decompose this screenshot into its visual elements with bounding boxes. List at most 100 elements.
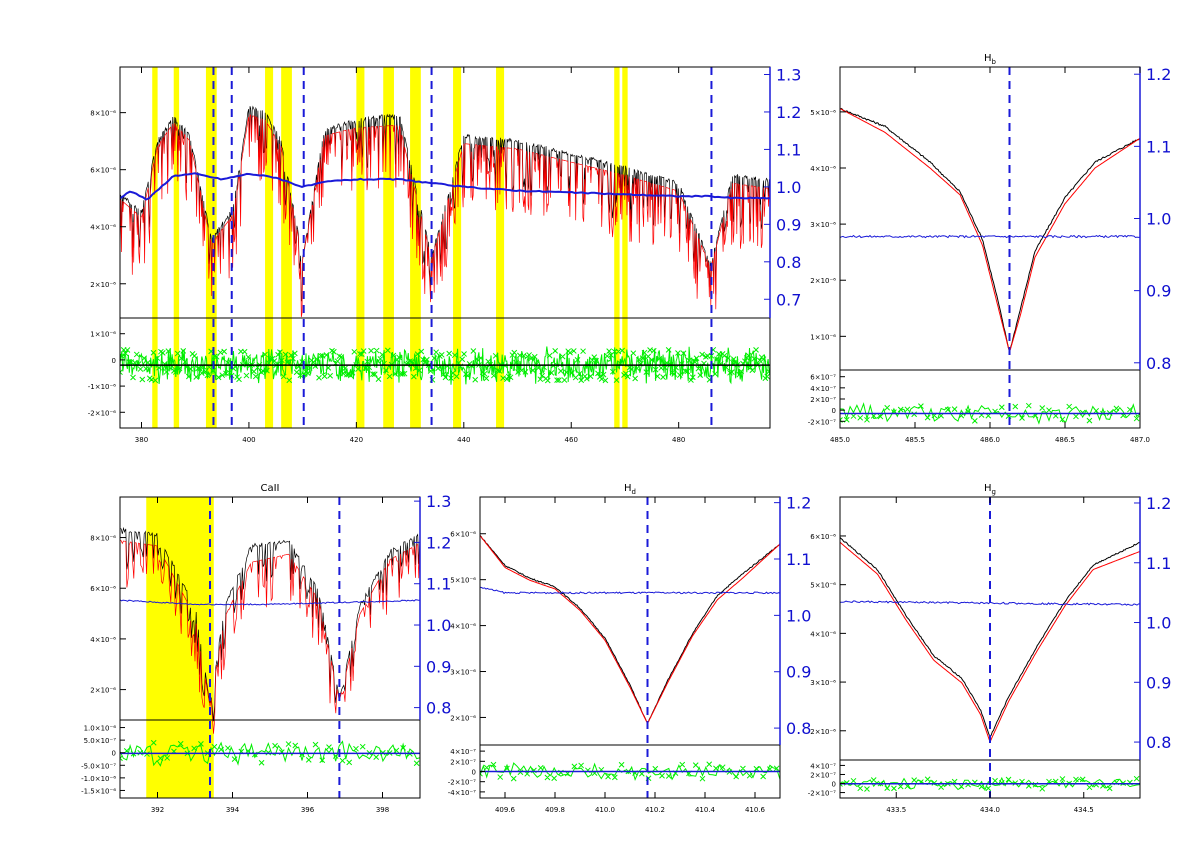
residual-tick-label: 0 [832, 781, 836, 789]
plot-area [840, 497, 1140, 798]
x-tick-label: 410.6 [745, 806, 766, 814]
residual-tick-label: -1×10⁻⁶ [88, 383, 116, 391]
y-tick-label: 6×10⁻⁶ [90, 585, 116, 593]
masked-band [173, 67, 180, 428]
masked-band [152, 67, 158, 428]
residual-points [120, 740, 420, 767]
y-tick-label: 4×10⁻⁶ [810, 165, 836, 173]
x-tick-label: 398 [376, 806, 389, 814]
residual-tick-label: 1.0×10⁻⁶ [84, 725, 117, 733]
panel-title: CaII [260, 483, 279, 494]
panel-hd: Hd 409.6 409.8 410.0 410.2 410.4 410.6 6×10⁻⁶ 5×… [448, 483, 812, 814]
x-tick-label: 400 [242, 436, 255, 444]
residual-tick-label: -2×10⁻⁷ [808, 418, 836, 426]
series-model [120, 540, 420, 734]
right-tick-label: 0.9 [426, 657, 451, 676]
right-tick-label: 1.2 [426, 533, 451, 552]
masked-band [453, 67, 462, 428]
right-tick-label: 1.0 [426, 616, 451, 635]
right-tick-label: 1.0 [1146, 614, 1171, 633]
x-tick-label: 410.4 [695, 806, 716, 814]
x-tick-label: 409.8 [545, 806, 565, 814]
masked-band [356, 67, 365, 428]
y-tick-label: 5×10⁻⁶ [450, 577, 476, 585]
series-ratio [120, 172, 770, 201]
residual-tick-label: 2×10⁻⁷ [810, 396, 836, 404]
x-tick-label: 420 [350, 436, 363, 444]
plot-area [120, 497, 420, 798]
residual-tick-label: 0 [832, 407, 836, 415]
series-observed [480, 535, 780, 724]
x-tick-label: 480 [672, 436, 685, 444]
y-tick-label: 2×10⁻⁶ [810, 728, 836, 736]
x-tick-label: 380 [135, 436, 148, 444]
x-tick-label: 486.5 [1055, 436, 1075, 444]
y-tick-label: 4×10⁻⁶ [90, 636, 116, 644]
panel-title: Hd [624, 483, 636, 496]
right-tick-label: 0.9 [1146, 282, 1171, 301]
residual-tick-label: -1.0×10⁻⁶ [81, 775, 116, 783]
y-tick-label: 6×10⁻⁶ [450, 531, 476, 539]
x-tick-label: 485.0 [830, 436, 850, 444]
residual-tick-label: 2×10⁻⁷ [450, 758, 476, 766]
axes-frame [839, 66, 1141, 429]
series-observed [120, 526, 420, 722]
right-tick-label: 0.7 [776, 290, 801, 309]
series-observed [120, 105, 770, 302]
x-tick-label: 396 [301, 806, 315, 814]
right-tick-label: 0.9 [786, 663, 811, 682]
right-tick-label: 1.3 [776, 65, 801, 84]
right-tick-label: 0.8 [786, 719, 811, 738]
right-tick-label: 1.1 [426, 575, 451, 594]
masked-band [383, 67, 394, 428]
y-tick-label: 1×10⁻⁶ [810, 333, 836, 341]
right-tick-label: 1.0 [786, 606, 811, 625]
series-ratio [120, 599, 420, 606]
y-tick-label: 2×10⁻⁶ [90, 281, 116, 289]
residual-tick-label: 0 [472, 769, 476, 777]
y-tick-label: 8×10⁻⁶ [90, 110, 116, 118]
y-tick-label: 3×10⁻⁶ [810, 221, 836, 229]
right-tick-label: 1.3 [426, 492, 451, 511]
x-tick-label: 434.5 [1074, 806, 1094, 814]
x-tick-label: 392 [151, 806, 164, 814]
residual-tick-label: 6×10⁻⁷ [810, 374, 836, 382]
series-ratio [840, 234, 1140, 239]
x-tick-label: 485.5 [905, 436, 925, 444]
right-tick-label: 0.8 [776, 253, 801, 272]
residual-tick-label: -2×10⁻⁷ [448, 779, 476, 787]
y-tick-label: 4×10⁻⁶ [450, 623, 476, 631]
residual-tick-label: 1×10⁻⁶ [90, 331, 116, 339]
y-tick-label: 2×10⁻⁶ [90, 687, 116, 695]
residual-tick-label: 5.0×10⁻⁷ [84, 737, 117, 745]
right-tick-label: 1.2 [786, 494, 811, 513]
right-tick-label: 1.1 [786, 550, 811, 569]
residual-tick-label: -5.0×10⁻⁷ [81, 762, 116, 770]
right-tick-label: 0.9 [776, 215, 801, 234]
masked-band [265, 67, 274, 428]
right-tick-label: 1.2 [776, 103, 801, 122]
series-observed [840, 107, 1140, 354]
right-tick-label: 1.1 [1146, 554, 1171, 573]
right-tick-label: 1.0 [1146, 210, 1171, 229]
y-tick-label: 6×10⁻⁶ [810, 533, 836, 541]
right-tick-label: 0.8 [1146, 733, 1171, 752]
residual-crosses [840, 775, 1140, 792]
y-tick-label: 3×10⁻⁶ [450, 669, 476, 677]
x-tick-label: 410.0 [595, 806, 615, 814]
x-tick-label: 440 [457, 436, 470, 444]
masked-band [410, 67, 421, 428]
right-tick-label: 0.8 [426, 699, 451, 718]
residual-tick-label: -4×10⁻⁷ [448, 789, 476, 797]
x-tick-label: 433.5 [886, 806, 906, 814]
plot-area [480, 497, 780, 798]
right-tick-label: 1.0 [776, 178, 801, 197]
x-tick-label: 434.0 [980, 806, 1000, 814]
x-tick-label: 486.0 [980, 436, 1000, 444]
residual-tick-label: 2×10⁻⁷ [810, 771, 836, 779]
residual-tick-label: 4×10⁻⁷ [450, 748, 476, 756]
panel-caii: CaII 392 394 396 398 8×10⁻⁶ 6×10⁻⁶ 4×10⁻⁶ 2×10⁻⁶… [81, 483, 451, 814]
x-tick-label: 410.2 [645, 806, 665, 814]
residual-crosses [480, 761, 780, 782]
